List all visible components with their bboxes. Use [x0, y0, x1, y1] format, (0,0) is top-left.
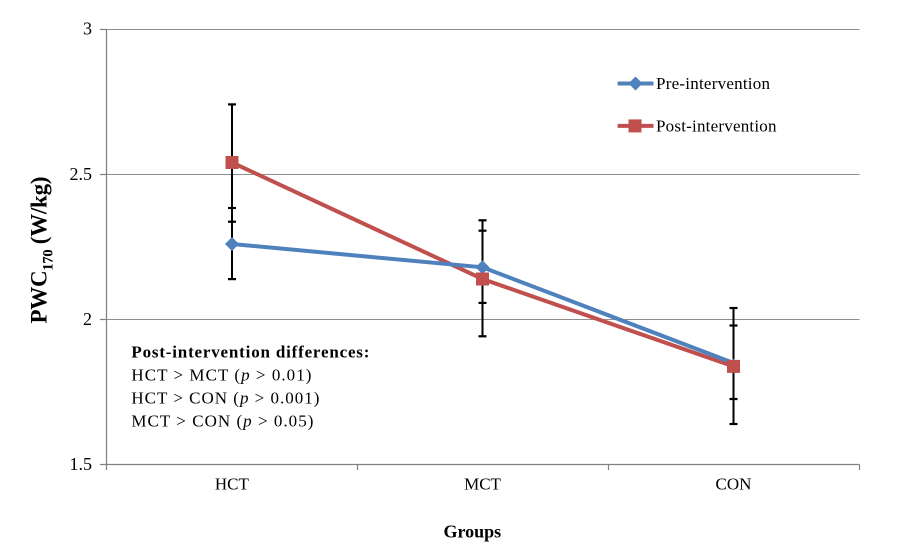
svg-text:HCT > MCT (p > 0.01): HCT > MCT (p > 0.01): [131, 366, 311, 385]
svg-text:Post-intervention differences:: Post-intervention differences:: [131, 343, 369, 362]
svg-text:Post-intervention: Post-intervention: [656, 116, 777, 135]
svg-text:CON: CON: [716, 475, 752, 494]
svg-text:2: 2: [83, 309, 92, 329]
svg-text:2.5: 2.5: [70, 164, 93, 184]
svg-text:HCT > CON (p > 0.001): HCT > CON (p > 0.001): [131, 389, 319, 408]
svg-text:Pre-intervention: Pre-intervention: [656, 74, 771, 93]
svg-text:MCT: MCT: [464, 475, 501, 494]
svg-text:1.5: 1.5: [70, 454, 93, 474]
svg-text:3: 3: [83, 19, 92, 39]
svg-text:Groups: Groups: [443, 521, 501, 541]
svg-text:PWC170 (W/kg): PWC170 (W/kg): [27, 177, 57, 324]
svg-text:MCT > CON (p > 0.05): MCT > CON (p > 0.05): [131, 412, 313, 431]
svg-text:HCT: HCT: [215, 475, 250, 494]
